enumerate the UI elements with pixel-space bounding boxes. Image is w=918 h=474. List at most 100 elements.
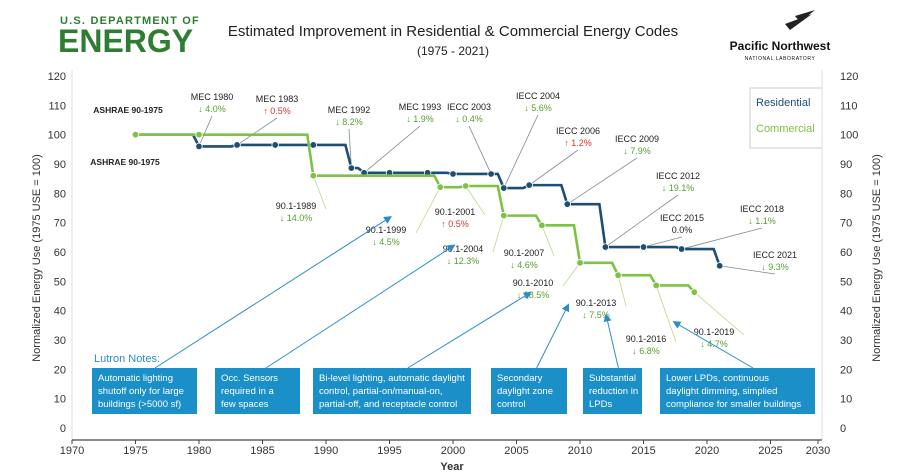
note-box xyxy=(215,368,300,414)
notes-title: Lutron Notes: xyxy=(94,353,160,365)
y2-tick-label: 0 xyxy=(840,423,846,435)
note-box xyxy=(660,368,815,414)
x-tick-label: 2030 xyxy=(806,445,830,457)
note-text: buildings (>5000 sf) xyxy=(98,399,181,410)
series-segment xyxy=(313,143,353,169)
point-label: 90.1-2007 xyxy=(504,248,545,258)
note-arrow xyxy=(603,313,619,369)
point-label: 90.1-2010 xyxy=(513,278,554,288)
leader-line xyxy=(236,117,278,146)
y-tick-label: 10 xyxy=(54,394,66,406)
point-label: 90.1-2013 xyxy=(576,298,617,308)
change-label: ↓ 4.0% xyxy=(198,104,226,114)
note-text: control xyxy=(497,399,526,410)
y-tick-label: 50 xyxy=(54,276,66,288)
point-label: IECC 2009 xyxy=(615,134,659,144)
leader-line xyxy=(617,275,627,307)
x-tick-label: 1980 xyxy=(187,445,211,457)
change-label: ↓ 7.5% xyxy=(582,310,610,320)
doe-main: ENERGY xyxy=(58,23,193,59)
series-point xyxy=(309,141,317,149)
note-text: required in a xyxy=(221,386,275,397)
series-point xyxy=(525,181,533,189)
y2-tick-label: 20 xyxy=(840,364,852,376)
y-tick-label: 120 xyxy=(48,71,66,83)
series-segment xyxy=(618,273,658,287)
y2-tick-label: 110 xyxy=(840,100,858,112)
series-point xyxy=(347,164,356,172)
change-label: ↓ 12.3% xyxy=(447,256,480,266)
point-label: 90.1-1999 xyxy=(366,225,407,235)
y-tick-label: 110 xyxy=(48,100,66,112)
series-point xyxy=(500,184,508,192)
y2-tick-label: 50 xyxy=(840,276,852,288)
series-point xyxy=(652,281,660,290)
change-label: ↓ 14.0% xyxy=(280,213,313,223)
change-label: ↓ 1.9% xyxy=(406,114,434,124)
series-point xyxy=(677,245,686,253)
series-point xyxy=(487,170,495,178)
y2-tick-label: 60 xyxy=(840,247,852,259)
series-point xyxy=(131,130,140,139)
series-segment xyxy=(135,133,201,147)
y-tick-label: 0 xyxy=(60,423,66,435)
change-label: ↓ 4.5% xyxy=(372,237,400,247)
note-text: few spaces xyxy=(221,399,269,410)
series-point xyxy=(309,172,317,180)
series-segment xyxy=(440,184,466,189)
change-label: ↓ 4.6% xyxy=(510,260,538,270)
series-segment xyxy=(643,245,683,251)
leader-line xyxy=(655,285,677,343)
series-segment xyxy=(503,214,544,226)
note-text: Lower LPDs, continuous xyxy=(666,373,769,384)
x-tick-label: 1985 xyxy=(250,445,274,457)
point-label: ASHRAE 90-1975 xyxy=(93,105,163,115)
leader-line xyxy=(198,115,213,147)
change-label: ↑ 0.5% xyxy=(263,106,291,116)
series-segment xyxy=(656,284,696,294)
series-segment xyxy=(541,224,582,264)
note-text: compliance for smaller buildings xyxy=(666,399,801,410)
y2-tick-label: 40 xyxy=(840,306,852,318)
leader-line xyxy=(719,265,776,275)
change-label: ↑ 1.2% xyxy=(564,138,592,148)
series-point xyxy=(500,211,508,220)
y2-tick-label: 90 xyxy=(840,159,852,171)
leader-line xyxy=(415,186,441,234)
series-segment xyxy=(427,171,454,176)
leader-line xyxy=(681,227,763,250)
leader-line xyxy=(465,185,486,216)
note-text: Secondary xyxy=(497,373,543,384)
y-axis-label: Normalized Energy Use (1975 USE = 100) xyxy=(31,154,43,362)
series-point xyxy=(690,288,698,296)
x-tick-label: 2015 xyxy=(631,445,655,457)
leader-line xyxy=(562,262,581,287)
series-point xyxy=(716,262,724,270)
point-label: IECC 2018 xyxy=(740,204,784,214)
series-point xyxy=(195,142,203,151)
series-point xyxy=(449,170,457,178)
note-box xyxy=(583,368,642,414)
note-text: daylight dimming, simplied xyxy=(666,386,777,397)
y2-axis-label: Normalized Energy Use (1975 USE = 100) xyxy=(871,154,883,362)
y2-tick-label: 100 xyxy=(840,130,858,142)
series-point xyxy=(233,141,241,149)
change-label: ↓ 4.7% xyxy=(700,339,728,349)
series-point xyxy=(614,271,622,279)
note-box xyxy=(92,368,197,414)
series-point xyxy=(576,259,584,267)
series-segment xyxy=(199,133,315,176)
series-point xyxy=(195,130,203,139)
legend-label: Commercial xyxy=(756,123,815,135)
y-tick-label: 60 xyxy=(54,247,66,259)
series-point xyxy=(436,183,444,191)
x-tick-label: 2005 xyxy=(504,445,528,457)
note-text: LPDs xyxy=(589,399,612,410)
note-text: shutoff only for large xyxy=(98,386,184,397)
note-text: Occ. Sensors xyxy=(221,373,278,384)
note-arrow xyxy=(407,291,532,369)
change-label: ↑ 0.5% xyxy=(441,219,469,229)
point-label: IECC 2006 xyxy=(556,126,600,136)
leader-line xyxy=(643,236,683,248)
series-segment xyxy=(199,143,238,148)
